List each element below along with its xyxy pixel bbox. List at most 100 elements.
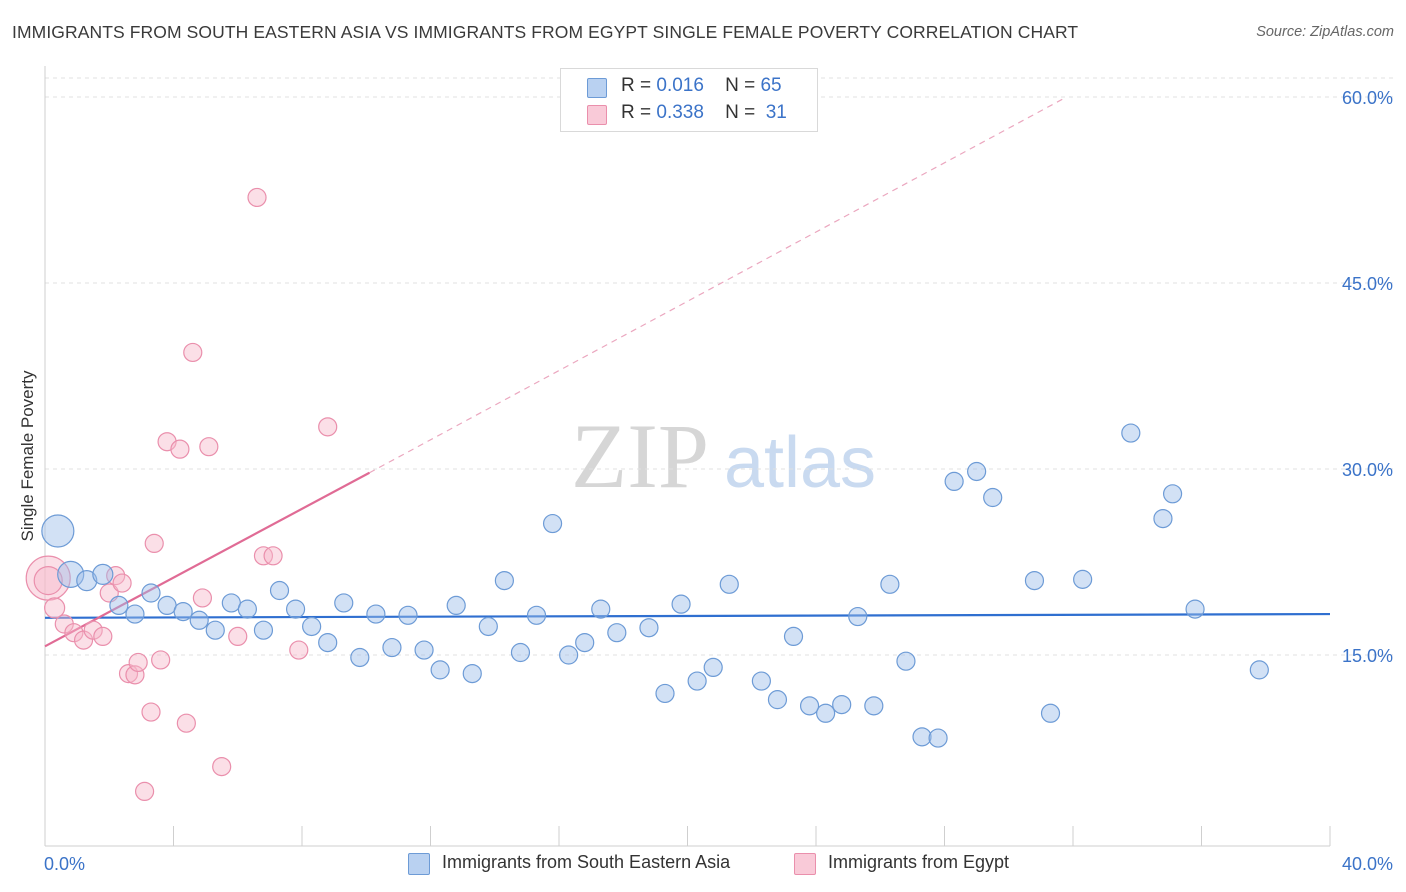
point-sea [221, 593, 241, 613]
point-egypt [112, 573, 132, 593]
watermark-atlas: atlas [724, 423, 876, 503]
point-sea [928, 728, 948, 748]
point-egypt [125, 665, 145, 685]
point-sea [269, 580, 290, 601]
point-egypt [141, 702, 161, 722]
point-egypt [33, 565, 63, 596]
point-egypt [263, 546, 283, 566]
point-egypt [247, 187, 267, 208]
point-sea [607, 623, 627, 643]
point-sea [1153, 508, 1173, 529]
x-tick-label: 40.0% [1342, 854, 1393, 874]
point-egypt [93, 626, 113, 647]
point-sea [719, 574, 739, 594]
point-sea [687, 671, 707, 691]
point-sea [398, 605, 418, 625]
point-sea [1185, 599, 1205, 619]
bottom-legend-swatch-sea [408, 853, 430, 875]
point-sea [109, 595, 129, 616]
point-sea [912, 727, 932, 747]
point-sea [237, 599, 257, 619]
point-sea [703, 657, 723, 678]
point-sea [318, 632, 338, 653]
point-sea [462, 663, 482, 684]
point-sea [542, 513, 563, 534]
point-sea [41, 514, 75, 548]
point-sea [983, 487, 1003, 508]
point-sea [864, 696, 884, 716]
point-sea [285, 599, 306, 619]
point-sea [1121, 423, 1141, 443]
point-sea [783, 626, 804, 647]
point-egypt [73, 630, 94, 650]
point-egypt [318, 417, 338, 437]
legend-r-label: R = [621, 102, 652, 123]
point-sea [494, 570, 514, 591]
trend-line-egypt [44, 471, 370, 648]
trend-line-egypt-extension [369, 96, 1067, 474]
point-sea [205, 620, 225, 640]
point-sea [510, 642, 531, 663]
gridlines [45, 77, 1395, 656]
point-sea [141, 583, 161, 603]
chart-title: IMMIGRANTS FROM SOUTH EASTERN ASIA VS IM… [12, 22, 1079, 42]
point-sea [157, 595, 177, 616]
y-tick-label: 60.0% [1342, 88, 1393, 108]
point-sea [848, 606, 868, 627]
point-sea [414, 640, 434, 660]
legend-n-label: N = [725, 102, 756, 123]
point-egypt [64, 623, 84, 643]
tick-labels: 15.0% 30.0% 45.0% 60.0% 0.0% 40.0% [44, 88, 1393, 874]
axes [44, 66, 1331, 847]
point-egypt [228, 626, 248, 647]
watermark-zip: ZIP [571, 405, 709, 507]
point-sea [880, 574, 900, 594]
legend-r-value: 0.016 [656, 75, 704, 96]
y-tick-label: 15.0% [1342, 646, 1393, 666]
point-sea [430, 660, 450, 680]
point-sea [967, 461, 987, 482]
correlation-legend: R = 0.016 N = 65 R = 0.338 N = 31 [560, 68, 818, 132]
point-sea [799, 696, 820, 716]
point-sea [1040, 703, 1061, 723]
point-sea [575, 632, 595, 653]
point-egypt [44, 597, 66, 619]
point-sea [896, 651, 916, 671]
point-sea [526, 605, 547, 625]
legend-r-label: R = [621, 75, 652, 96]
y-axis-label: Single Female Poverty [18, 370, 37, 542]
x-tick-label: 0.0% [44, 854, 85, 874]
point-sea [173, 601, 193, 622]
point-sea [1024, 570, 1045, 591]
point-egypt [83, 620, 103, 640]
point-sea [559, 645, 579, 665]
point-sea [816, 703, 836, 723]
point-sea [591, 599, 611, 619]
point-sea [76, 569, 98, 592]
point-egypt [170, 439, 190, 459]
point-sea [944, 471, 964, 491]
point-egypt [212, 756, 232, 777]
point-sea [302, 616, 322, 637]
point-egypt [183, 342, 203, 363]
bottom-legend-label-egypt: Immigrants from Egypt [828, 852, 1010, 872]
trend-line-sea [44, 612, 1331, 619]
point-sea [639, 618, 659, 638]
legend-n-label: N = [725, 75, 756, 96]
legend-swatch-egypt [587, 105, 607, 125]
point-sea [767, 690, 788, 710]
data-points [25, 187, 1269, 802]
point-sea [1162, 484, 1183, 504]
watermark: ZIP atlas [571, 405, 876, 507]
point-egypt [151, 650, 171, 670]
point-egypt [144, 533, 164, 554]
bottom-legend-label-sea: Immigrants from South Eastern Asia [442, 852, 731, 872]
legend-n-value: 31 [765, 102, 787, 123]
point-sea [478, 616, 498, 637]
point-sea [189, 610, 209, 630]
point-sea [334, 593, 354, 613]
point-sea [92, 563, 114, 586]
point-sea [350, 647, 370, 668]
y-tick-label: 45.0% [1342, 274, 1393, 294]
